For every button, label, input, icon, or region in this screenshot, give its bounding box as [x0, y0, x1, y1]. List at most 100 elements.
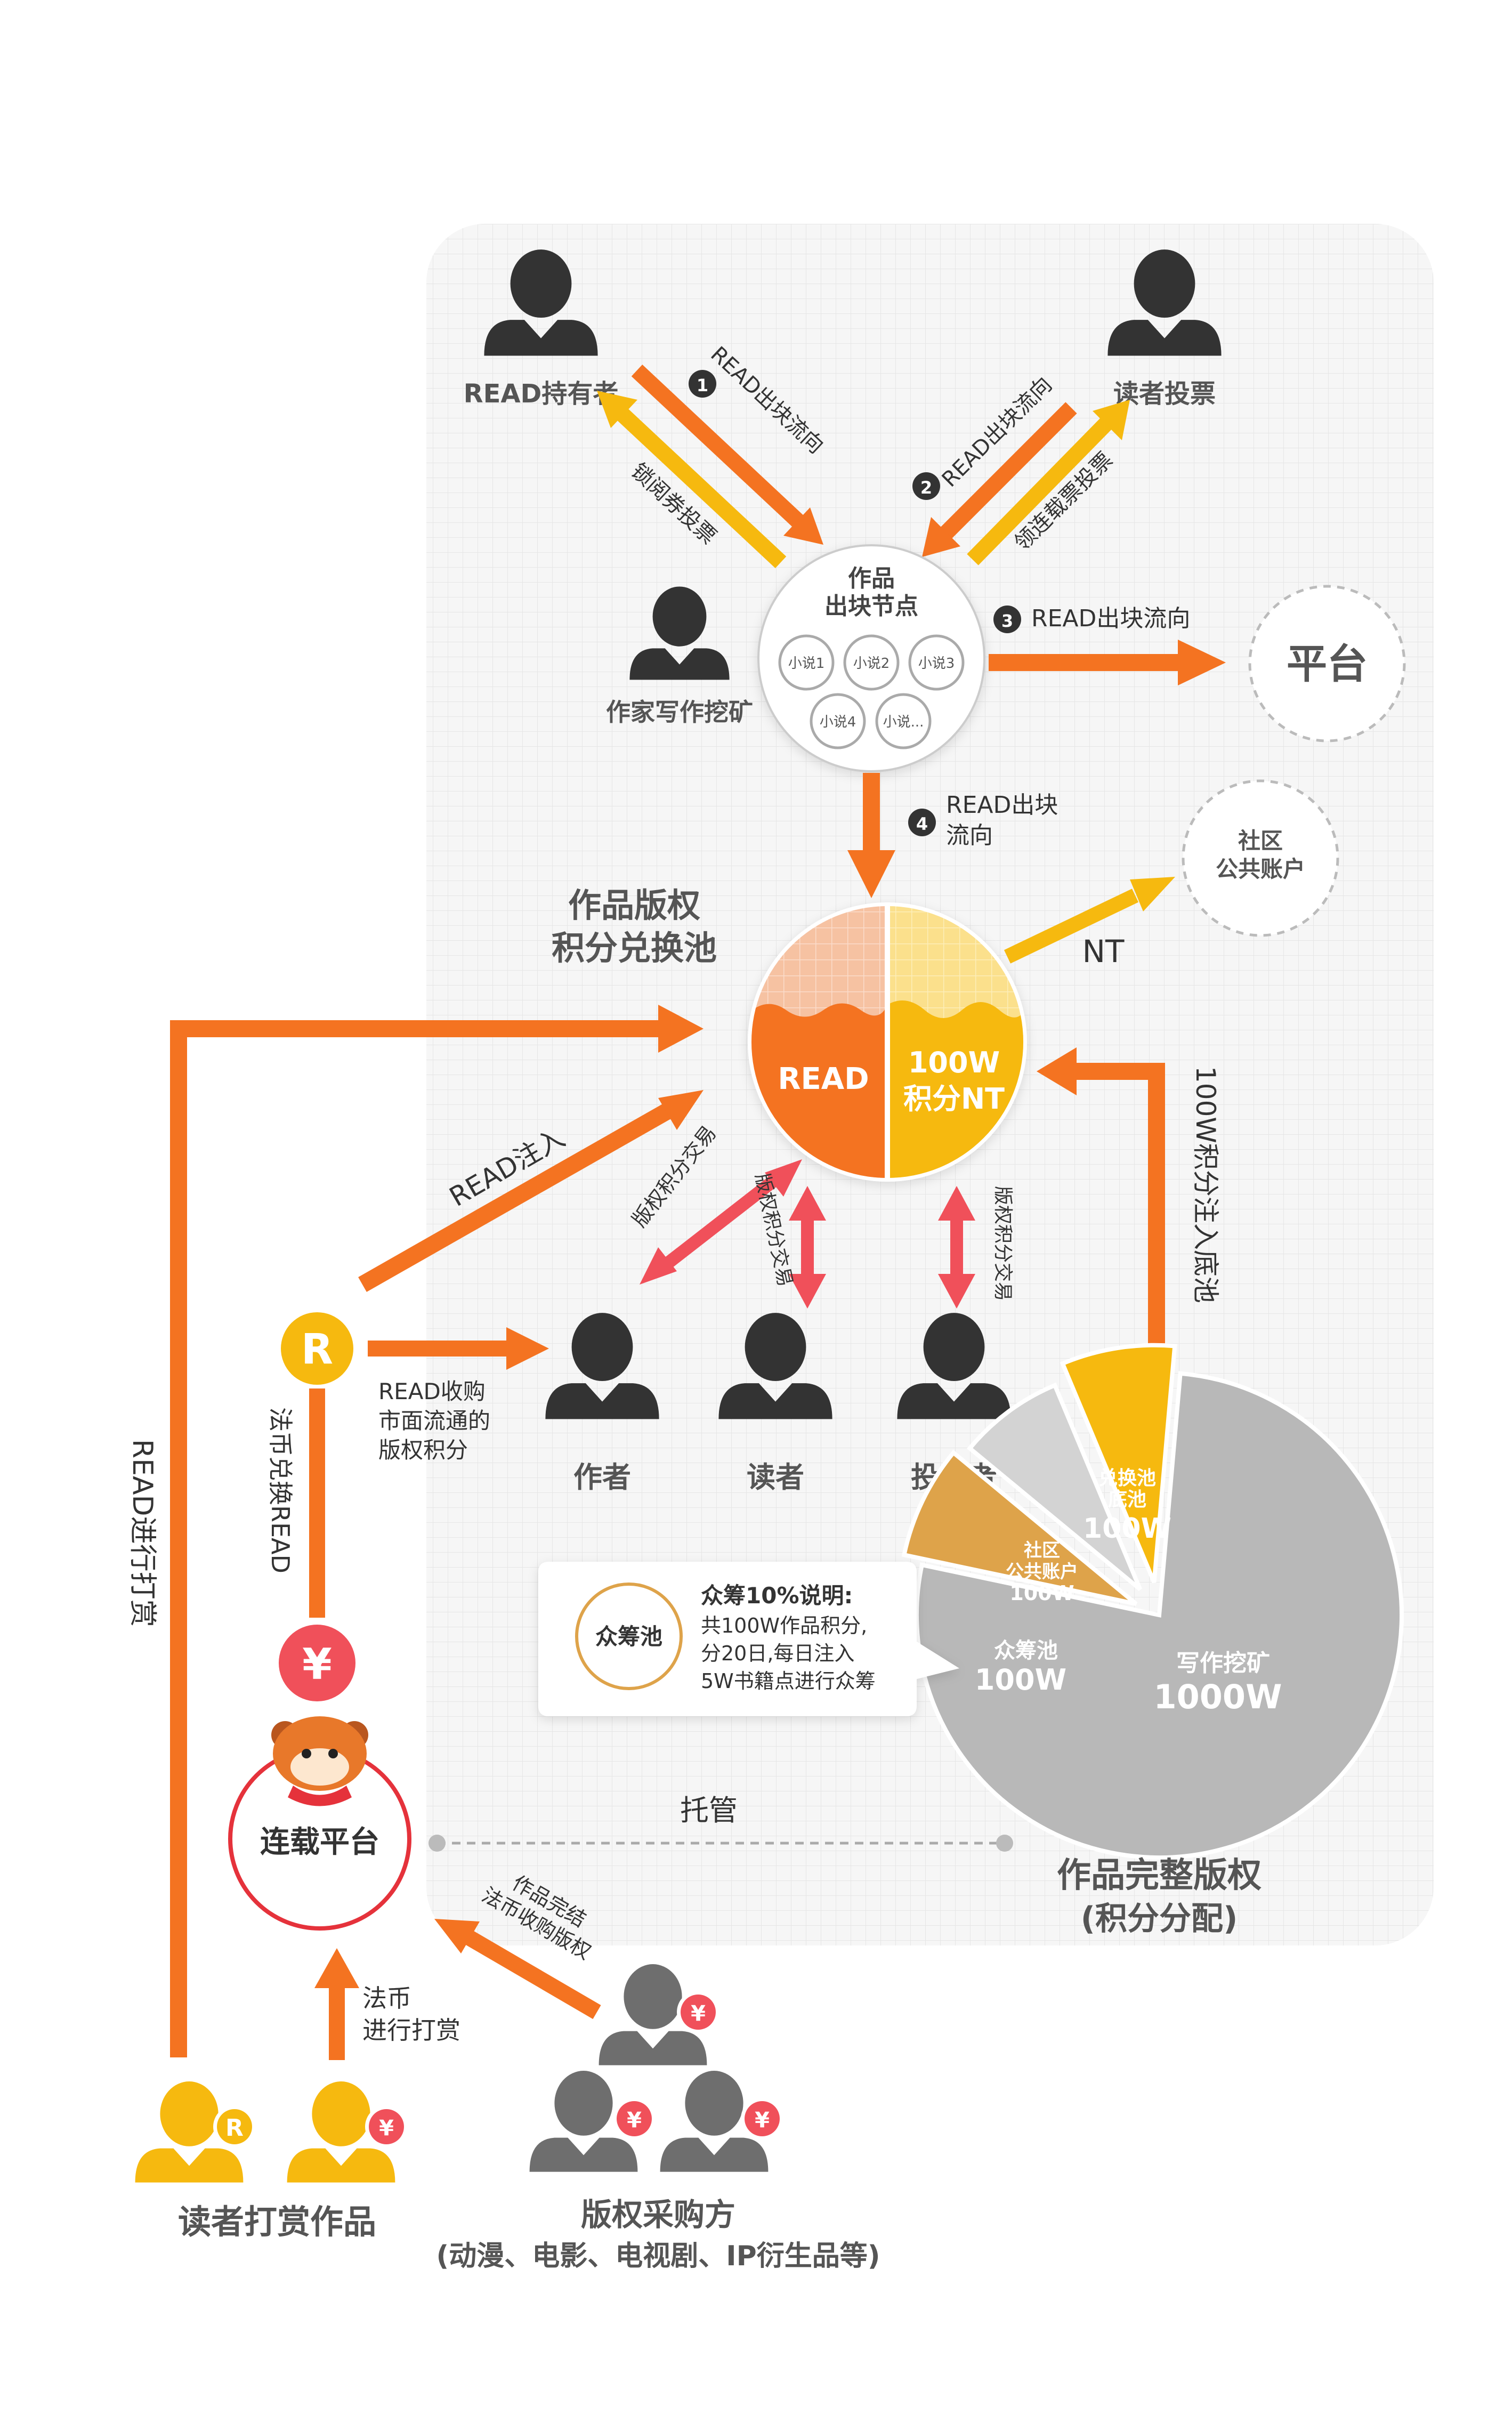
read-buy-l3: 版权积分 — [378, 1437, 468, 1463]
pie-label-community-value: 100W — [1009, 1581, 1074, 1605]
pie-slice-1 — [915, 1371, 1404, 1860]
novel-bubble-4: 小说4 — [810, 693, 866, 749]
pie-subtitle: (积分分配) — [1081, 1900, 1238, 1937]
allocation-pie-chart — [901, 1343, 1404, 1860]
bear-mascot-icon — [271, 1716, 368, 1806]
community-account-node: 社区 公共账户 — [1182, 779, 1339, 937]
exchange-pool: READ 100W 积分NT — [748, 902, 1027, 1182]
crowdfund-badge — [575, 1583, 683, 1690]
read-reward-label: READ进行打赏 — [126, 1439, 158, 1627]
pie-label-pool-l2: 底池 — [1108, 1489, 1146, 1511]
svg-text:R: R — [301, 1326, 333, 1374]
step-number-1: 1 — [697, 375, 708, 395]
pie-slice-4 — [1060, 1343, 1177, 1584]
flow-label-4-l1: READ出块 — [946, 792, 1058, 819]
buyout-arrow — [434, 1919, 601, 2019]
platform-label: 平台 — [1287, 640, 1368, 688]
vote-arrow-2 — [967, 400, 1130, 566]
custody-label: 托管 — [680, 1794, 738, 1827]
block-node-title-l1: 作品 — [848, 565, 895, 592]
inject-100w-arrow — [1037, 1047, 1165, 1418]
step-number-2: 2 — [920, 478, 932, 498]
svg-text:¥: ¥ — [627, 2108, 642, 2133]
read-buy-arrow — [368, 1327, 549, 1370]
community-label-l2: 公共账户 — [1216, 856, 1305, 882]
pie-slice-2 — [901, 1449, 1138, 1606]
novel-bubble-3: 小说3 — [908, 634, 965, 691]
community-label-l1: 社区 — [1238, 828, 1283, 854]
crowdfund-line-3: 5W书籍点进行众筹 — [701, 1669, 876, 1693]
step-badge-4 — [908, 809, 936, 836]
fiat-exchange-label: 法币兑换READ — [266, 1407, 295, 1573]
pool-title-l1: 作品版权 — [568, 886, 700, 925]
flow-arrow-1 — [631, 365, 823, 545]
step-number-3: 3 — [1001, 611, 1013, 631]
svg-text:小说1: 小说1 — [788, 656, 825, 672]
nt-label: NT — [1082, 933, 1125, 970]
svg-text:R: R — [225, 2114, 244, 2142]
pie-label-community-l2: 公共账户 — [1006, 1561, 1078, 1583]
author-label: 作者 — [573, 1460, 631, 1494]
pie-label-crowd-name: 众筹池 — [994, 1638, 1058, 1663]
allocation-pie-labels: 写作挖矿 1000W 众筹池 100W 社区 公共账户 100W 兑换池 底池 … — [975, 1467, 1282, 1716]
yen-buyer-3-icon: ¥ — [741, 2097, 783, 2140]
read-buy-l2: 市面流通的 — [378, 1408, 490, 1434]
pie-title: 作品完整版权 — [1057, 1856, 1262, 1895]
pie-label-pool-value: 100W — [1083, 1513, 1171, 1545]
serial-platform-label: 连载平台 — [260, 1825, 379, 1860]
buyer-subtitle: (动漫、电影、电视剧、IP衍生品等) — [436, 2240, 880, 2272]
buyer-title: 版权采购方 — [581, 2197, 735, 2233]
pie-label-crowd-value: 100W — [975, 1663, 1066, 1697]
pool-nt-label-l2: 积分NT — [903, 1082, 1005, 1116]
trade-arrow-reader — [789, 1186, 826, 1309]
fiat-reward-arrow — [314, 1948, 359, 2060]
yen-buyer-1-icon: ¥ — [677, 1991, 719, 2033]
yen-icon: ¥ — [279, 1625, 355, 1701]
novel-bubble-1: 小说1 — [778, 634, 835, 691]
step-number-4: 4 — [916, 814, 928, 834]
flow-arrow-4 — [847, 773, 895, 898]
pool-nt-label-l1: 100W — [908, 1046, 1000, 1079]
flow-label-4-l2: 流向 — [946, 822, 993, 849]
block-node: 作品 出块节点 小说1 小说2 小说3 小说4 小说... — [757, 544, 985, 772]
reader-reward-label: 读者打赏作品 — [178, 2202, 376, 2241]
svg-text:¥: ¥ — [302, 1640, 332, 1689]
novel-bubble-2: 小说2 — [843, 634, 900, 691]
step-badge-1 — [689, 370, 716, 398]
block-node-title-l2: 出块节点 — [824, 593, 918, 620]
trade-arrow-author — [640, 1159, 802, 1285]
crowdfund-badge-label: 众筹池 — [595, 1624, 662, 1650]
svg-text:小说...: 小说... — [883, 714, 924, 730]
crowdfund-title: 众筹10%说明: — [701, 1583, 853, 1609]
svg-text:小说4: 小说4 — [820, 714, 856, 730]
vote-arrow-1 — [597, 391, 787, 568]
novel-bubble-5: 小说... — [875, 693, 932, 749]
pie-label-mining-value: 1000W — [1154, 1677, 1282, 1716]
crowdfund-callout: 众筹池 众筹10%说明: 共100W作品积分, 分20日,每日注入 5W书籍点进… — [538, 1562, 959, 1716]
step-badge-2 — [912, 472, 940, 500]
nt-arrow — [1004, 877, 1175, 964]
yen-buyer-2-icon: ¥ — [613, 2097, 656, 2140]
yen-small-icon: ¥ — [365, 2105, 408, 2148]
trade-label-investor: 版权积分交易 — [992, 1186, 1014, 1301]
crowdfund-line-2: 分20日,每日注入 — [701, 1642, 854, 1665]
svg-text:小说2: 小说2 — [853, 656, 890, 672]
serial-platform-node: 连载平台 — [228, 1716, 411, 1931]
read-token-small-icon: R — [213, 2105, 256, 2148]
read-token-icon: R — [281, 1312, 353, 1385]
svg-text:¥: ¥ — [691, 2001, 706, 2026]
svg-text:小说3: 小说3 — [918, 656, 955, 672]
read-inject-arrow — [358, 1090, 704, 1292]
read-holder-label: READ持有者 — [464, 379, 619, 409]
flow-label-3: READ出块流向 — [1031, 605, 1190, 632]
reader-vote-label: 读者投票 — [1113, 379, 1216, 409]
pool-title-l2: 积分兑换池 — [552, 929, 717, 967]
crowdfund-line-1: 共100W作品积分, — [701, 1614, 867, 1637]
custody-link — [428, 1835, 1013, 1852]
reader-label: 读者 — [747, 1460, 804, 1494]
pie-label-community-l1: 社区 — [1024, 1540, 1060, 1561]
pie-label-mining-name: 写作挖矿 — [1176, 1650, 1270, 1677]
step-badge-3 — [993, 605, 1021, 633]
flow-arrow-3 — [989, 640, 1226, 685]
